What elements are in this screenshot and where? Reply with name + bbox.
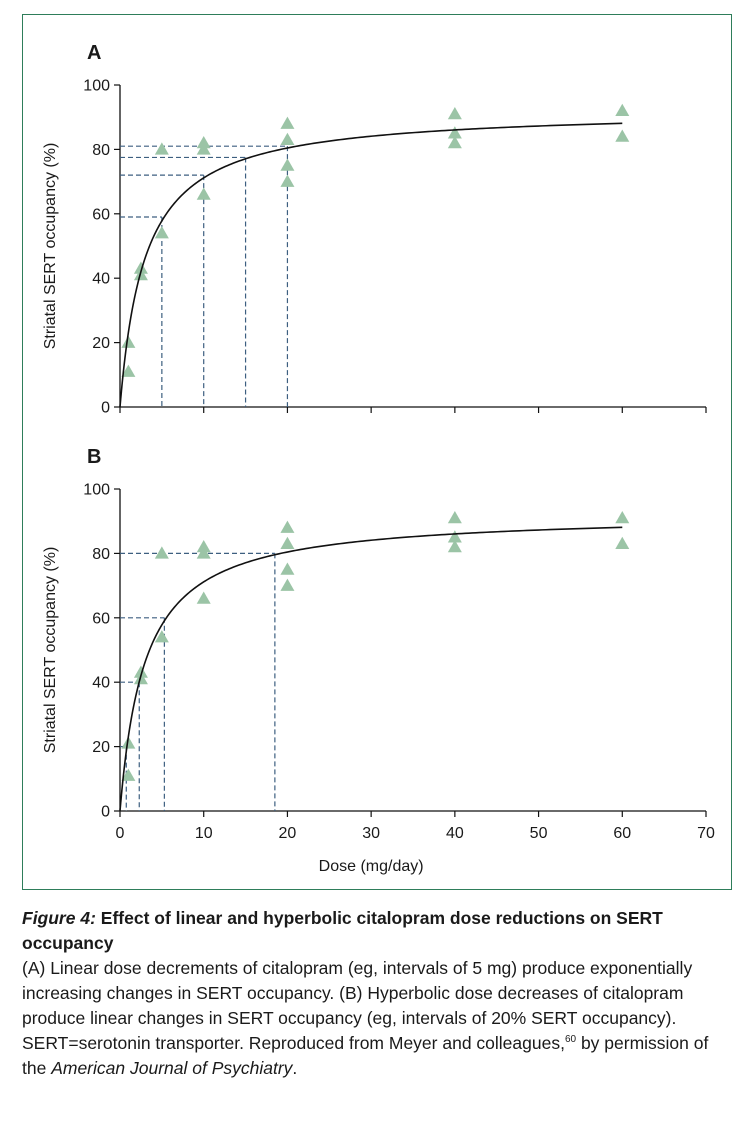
x-tick-label: 30 (362, 825, 380, 842)
data-point-triangle (196, 539, 211, 553)
data-point-triangle (280, 158, 295, 171)
data-point-triangle (280, 116, 295, 129)
data-point-triangle (121, 364, 136, 377)
y-tick-label: 100 (83, 78, 110, 95)
data-point-triangle (154, 226, 169, 239)
data-point-triangle (196, 187, 211, 200)
data-point-triangle (280, 562, 295, 575)
figure-frame: A 0 20 40 60 80 100 Striatal SERT occupancy (%)… (22, 14, 732, 890)
y-tick-label: 100 (83, 482, 110, 499)
data-point-triangle (154, 546, 169, 559)
figure-caption: Figure 4: Effect of linear and hyperboli… (22, 906, 734, 1081)
x-tick-label: 0 (116, 825, 125, 842)
x-tick-label: 70 (697, 825, 715, 842)
data-point-triangle (121, 736, 136, 749)
caption-body-1: (A) Linear dose decrements of citalopram… (22, 958, 693, 1053)
y-tick-label: 0 (101, 804, 110, 821)
caption-reference: 60 (564, 1034, 577, 1046)
data-point-triangle (121, 335, 136, 348)
x-axis-label: Dose (mg/day) (319, 858, 424, 875)
data-point-triangle (196, 135, 211, 149)
data-point-triangle (447, 135, 462, 149)
data-point-triangle (133, 261, 148, 274)
y-axis-label: Striatal SERT occupancy (%) (42, 143, 59, 350)
data-point-triangle (447, 530, 462, 543)
data-point-triangle (133, 665, 148, 678)
x-tick-label: 60 (613, 825, 631, 842)
y-tick-label: 20 (92, 739, 110, 756)
caption-journal: American Journal of Psychiatry (51, 1058, 293, 1078)
data-point-triangle (447, 106, 462, 120)
y-tick-label: 20 (92, 335, 110, 352)
data-point-triangle (196, 591, 211, 604)
data-point-triangle (447, 126, 462, 139)
caption-body-3: . (292, 1058, 298, 1078)
data-point-triangle (280, 578, 295, 591)
caption-figure-label: Figure 4: (22, 908, 96, 928)
y-tick-label: 40 (92, 675, 110, 692)
x-tick-label: 20 (279, 825, 297, 842)
data-point-triangle (280, 536, 295, 549)
y-tick-label: 40 (92, 271, 110, 288)
data-point-triangle (280, 520, 295, 533)
y-tick-label: 60 (92, 206, 110, 223)
data-point-triangle (615, 536, 630, 549)
caption-body: (A) Linear dose decrements of citalopram… (22, 956, 734, 1081)
fitted-curve-line (119, 526, 623, 812)
y-axis-label: Striatal SERT occupancy (%) (42, 547, 59, 754)
caption-title: Figure 4: Effect of linear and hyperboli… (22, 906, 734, 956)
y-tick-label: 0 (101, 400, 110, 417)
data-point-triangle (615, 129, 630, 142)
data-point-triangle (280, 132, 295, 145)
x-tick-label: 10 (195, 825, 213, 842)
data-point-triangle (196, 142, 211, 155)
panel-label: B (87, 446, 101, 468)
chart-panel-b: B 0 20 40 60 80 100 0 10 20 30 40 50 60 70 Striatal SER… (42, 446, 715, 875)
caption-body-2: by permission of the (22, 1033, 709, 1078)
data-point-triangle (447, 539, 462, 553)
data-point-triangle (121, 768, 136, 781)
y-tick-label: 60 (92, 610, 110, 627)
x-tick-label: 40 (446, 825, 464, 842)
caption-title-text: Effect of linear and hyperbolic citalopr… (22, 908, 663, 953)
data-point-triangle (154, 142, 169, 155)
data-point-triangle (196, 546, 211, 559)
y-tick-label: 80 (92, 142, 110, 159)
fitted-curve-line (119, 122, 623, 408)
x-tick-label: 50 (530, 825, 548, 842)
chart-panel-a: A 0 20 40 60 80 100 Striatal SERT occupancy (%) (42, 42, 707, 417)
panel-label: A (87, 42, 101, 64)
data-point-triangle (154, 630, 169, 643)
data-point-triangle (615, 510, 630, 524)
data-point-triangle (280, 174, 295, 187)
y-tick-label: 80 (92, 546, 110, 563)
data-point-triangle (615, 103, 630, 117)
data-point-triangle (447, 510, 462, 524)
